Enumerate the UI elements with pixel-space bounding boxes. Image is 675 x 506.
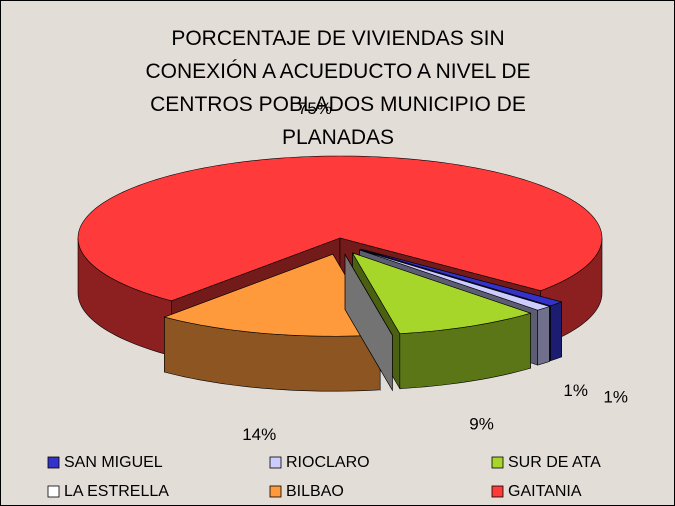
chart-title: PORCENTAJE DE VIVIENDAS SIN CONEXIÓN A A… bbox=[145, 27, 531, 149]
legend-label: RIOCLARO bbox=[286, 454, 370, 471]
data-label: 75% bbox=[298, 99, 332, 118]
legend-label: SUR DE ATA bbox=[508, 454, 601, 471]
slice-top bbox=[163, 253, 381, 337]
slice-wall bbox=[550, 301, 562, 362]
slice-wall bbox=[537, 306, 550, 366]
legend-swatch bbox=[47, 456, 60, 469]
legend-swatch bbox=[491, 485, 504, 498]
data-label: 1% bbox=[563, 381, 588, 400]
legend-label: SAN MIGUEL bbox=[64, 454, 163, 471]
data-label: 1% bbox=[603, 388, 628, 407]
data-label: 9% bbox=[469, 414, 494, 433]
slice-top bbox=[360, 248, 563, 307]
slice bbox=[344, 253, 393, 392]
legend-label: GAITANIA bbox=[508, 483, 582, 500]
slice bbox=[163, 253, 381, 392]
legend-swatch bbox=[269, 485, 282, 498]
legend-label: LA ESTRELLA bbox=[64, 483, 169, 500]
legend-swatch bbox=[47, 485, 60, 498]
data-label: 14% bbox=[242, 425, 276, 444]
legend-swatch bbox=[491, 456, 504, 469]
slice-top bbox=[351, 252, 532, 334]
slice-top bbox=[344, 254, 393, 336]
legend-swatch bbox=[269, 456, 282, 469]
slice-top bbox=[77, 155, 603, 302]
legend-label: BILBAO bbox=[286, 483, 344, 500]
slice-top bbox=[359, 249, 551, 311]
